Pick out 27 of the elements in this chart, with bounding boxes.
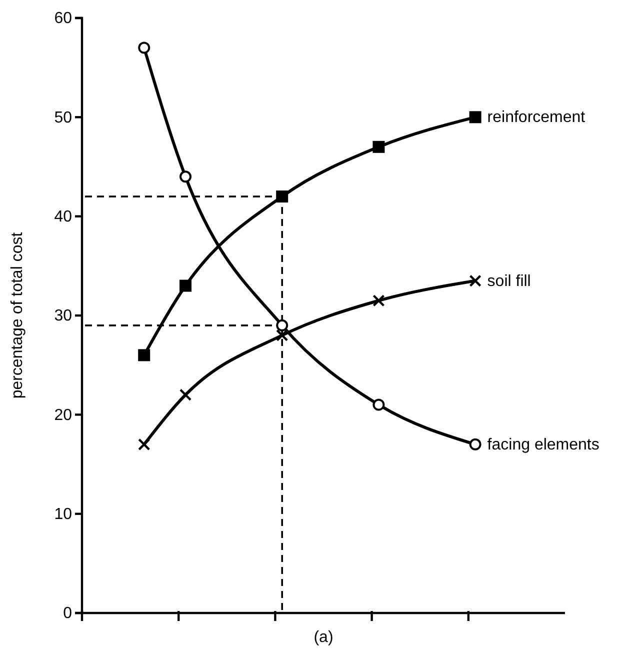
point (179, 388, 192, 401)
point (138, 349, 150, 362)
y-tick-label: 40 (54, 208, 72, 226)
series-label: soil fill (487, 272, 531, 290)
y-tick-label: 20 (54, 406, 72, 424)
y-axis-title: percentage of total cost (9, 232, 26, 399)
x-axis-title: (a) (314, 629, 334, 646)
point (180, 280, 192, 292)
point (138, 438, 150, 451)
point (180, 170, 192, 183)
point (469, 438, 482, 450)
point (372, 140, 385, 153)
point (372, 398, 385, 411)
y-tick-label: 60 (54, 10, 72, 28)
point (469, 274, 482, 287)
point (276, 329, 288, 342)
y-tick-label: 10 (54, 506, 72, 523)
point (276, 319, 288, 332)
y-tick-label: 0 (63, 605, 72, 622)
point (469, 111, 482, 124)
point (372, 294, 385, 307)
point (276, 190, 288, 202)
series-label: reinforcement (487, 109, 586, 126)
y-tick-label: 30 (54, 308, 72, 325)
point (138, 42, 150, 54)
series-label: facing elements (487, 436, 600, 454)
y-tick-label: 50 (54, 109, 72, 126)
